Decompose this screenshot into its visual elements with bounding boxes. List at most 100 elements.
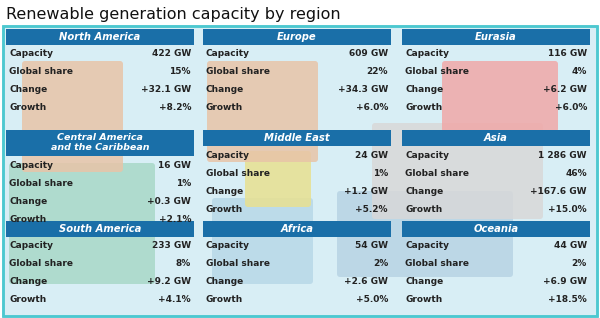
Text: Oceania: Oceania [473, 224, 518, 234]
Text: South America: South America [59, 224, 141, 234]
Text: Growth: Growth [206, 295, 243, 305]
Text: Capacity: Capacity [206, 241, 250, 251]
Text: Change: Change [206, 86, 244, 94]
Text: Capacity: Capacity [405, 50, 449, 59]
FancyBboxPatch shape [3, 26, 597, 316]
Text: Growth: Growth [405, 204, 442, 213]
Text: 54 GW: 54 GW [355, 241, 388, 251]
Text: Central America: Central America [57, 134, 143, 142]
Text: 15%: 15% [170, 67, 191, 77]
Text: +5.2%: +5.2% [355, 204, 388, 213]
Text: Growth: Growth [206, 204, 243, 213]
Text: +6.9 GW: +6.9 GW [543, 278, 587, 287]
Text: +6.0%: +6.0% [356, 103, 388, 113]
Text: Change: Change [206, 278, 244, 287]
FancyBboxPatch shape [245, 151, 311, 207]
Text: Capacity: Capacity [405, 241, 449, 251]
FancyBboxPatch shape [6, 221, 194, 237]
Text: +32.1 GW: +32.1 GW [141, 86, 191, 94]
Text: +4.1%: +4.1% [158, 295, 191, 305]
Text: Capacity: Capacity [206, 150, 250, 160]
Text: 116 GW: 116 GW [548, 50, 587, 59]
Text: Global share: Global share [405, 67, 469, 77]
Text: Change: Change [405, 86, 443, 94]
Text: Global share: Global share [405, 259, 469, 268]
Text: +0.3 GW: +0.3 GW [147, 197, 191, 205]
Text: 233 GW: 233 GW [152, 241, 191, 251]
Text: Eurasia: Eurasia [475, 32, 517, 42]
Text: +34.3 GW: +34.3 GW [338, 86, 388, 94]
FancyBboxPatch shape [212, 198, 313, 284]
Text: Middle East: Middle East [264, 133, 330, 143]
Text: Capacity: Capacity [9, 50, 53, 59]
Text: 24 GW: 24 GW [355, 150, 388, 160]
Text: +5.0%: +5.0% [356, 295, 388, 305]
Text: 1 286 GW: 1 286 GW [539, 150, 587, 160]
Text: Asia: Asia [484, 133, 508, 143]
Text: Growth: Growth [206, 103, 243, 113]
Text: Growth: Growth [9, 215, 46, 224]
Text: Growth: Growth [9, 295, 46, 305]
FancyBboxPatch shape [402, 221, 590, 237]
FancyBboxPatch shape [6, 29, 194, 45]
Text: Change: Change [9, 86, 47, 94]
Text: +167.6 GW: +167.6 GW [530, 186, 587, 196]
Text: Change: Change [405, 186, 443, 196]
Text: Capacity: Capacity [9, 161, 53, 169]
Text: 1%: 1% [176, 178, 191, 188]
Text: North America: North America [59, 32, 140, 42]
Text: 609 GW: 609 GW [349, 50, 388, 59]
Text: Global share: Global share [405, 169, 469, 177]
Text: +2.1%: +2.1% [158, 215, 191, 224]
Text: and the Caribbean: and the Caribbean [51, 143, 149, 153]
Text: 2%: 2% [572, 259, 587, 268]
Text: Global share: Global share [9, 259, 73, 268]
FancyBboxPatch shape [442, 61, 558, 132]
Text: +6.0%: +6.0% [554, 103, 587, 113]
Text: Africa: Africa [281, 224, 314, 234]
Text: 2%: 2% [373, 259, 388, 268]
FancyBboxPatch shape [203, 221, 391, 237]
FancyBboxPatch shape [402, 29, 590, 45]
Text: Global share: Global share [9, 67, 73, 77]
FancyBboxPatch shape [203, 29, 391, 45]
Text: Change: Change [206, 186, 244, 196]
Text: 22%: 22% [367, 67, 388, 77]
Text: Renewable generation capacity by region: Renewable generation capacity by region [6, 6, 341, 22]
Text: Capacity: Capacity [405, 150, 449, 160]
FancyBboxPatch shape [372, 123, 543, 219]
FancyBboxPatch shape [337, 191, 513, 277]
Text: +1.2 GW: +1.2 GW [344, 186, 388, 196]
FancyBboxPatch shape [6, 130, 194, 156]
Text: +18.5%: +18.5% [548, 295, 587, 305]
Text: +2.6 GW: +2.6 GW [344, 278, 388, 287]
Text: +9.2 GW: +9.2 GW [147, 278, 191, 287]
Text: 16 GW: 16 GW [158, 161, 191, 169]
FancyBboxPatch shape [207, 61, 318, 162]
Text: +8.2%: +8.2% [158, 103, 191, 113]
Text: Change: Change [9, 278, 47, 287]
Text: +6.2 GW: +6.2 GW [543, 86, 587, 94]
Text: Change: Change [405, 278, 443, 287]
Text: Change: Change [9, 197, 47, 205]
Text: Capacity: Capacity [9, 241, 53, 251]
Text: 46%: 46% [565, 169, 587, 177]
Text: 1%: 1% [373, 169, 388, 177]
FancyBboxPatch shape [22, 61, 123, 172]
Text: Europe: Europe [277, 32, 317, 42]
Text: Growth: Growth [405, 103, 442, 113]
Text: Global share: Global share [206, 67, 270, 77]
FancyBboxPatch shape [402, 130, 590, 146]
Text: 4%: 4% [572, 67, 587, 77]
FancyBboxPatch shape [203, 130, 391, 146]
Text: 8%: 8% [176, 259, 191, 268]
Text: Growth: Growth [9, 103, 46, 113]
Text: +15.0%: +15.0% [548, 204, 587, 213]
Text: Capacity: Capacity [206, 50, 250, 59]
Text: 44 GW: 44 GW [554, 241, 587, 251]
FancyBboxPatch shape [9, 163, 155, 284]
Text: Global share: Global share [206, 259, 270, 268]
Text: 422 GW: 422 GW [152, 50, 191, 59]
Text: Growth: Growth [405, 295, 442, 305]
Text: Global share: Global share [206, 169, 270, 177]
